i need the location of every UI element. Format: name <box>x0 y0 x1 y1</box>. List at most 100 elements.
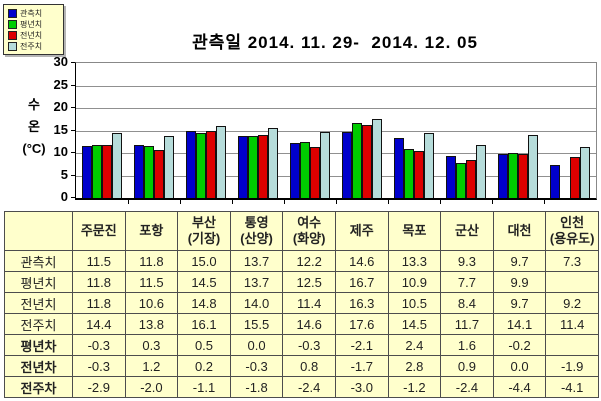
table-cell: -0.3 <box>282 334 336 356</box>
table-cell: 12.5 <box>282 271 336 293</box>
bar <box>466 160 476 198</box>
bar <box>102 144 112 198</box>
bar <box>424 132 434 198</box>
table-cell: -2.4 <box>282 376 336 398</box>
legend-label: 전주치 <box>20 42 43 51</box>
table-cell: 15.0 <box>177 250 231 272</box>
table-header-cell: 제주 <box>334 211 389 251</box>
table-cell: 1.6 <box>440 334 494 356</box>
bars-layer <box>76 63 596 204</box>
table-row: 전년차 -0.3 1.2 0.2 -0.3 0.8 -1.7 2.8 0.9 0.0 -1.9 <box>4 355 599 377</box>
table-cell: -2.4 <box>440 376 494 398</box>
legend-item: 관측치 <box>8 8 60 19</box>
bar-group <box>180 63 233 204</box>
table-cell: 14.5 <box>177 271 231 293</box>
table-cell: 11.4 <box>545 313 599 335</box>
table-cell: -0.3 <box>229 355 284 377</box>
y-tick-label: 25 <box>53 76 68 92</box>
table-header-cell: 부산 (기장) <box>177 211 231 251</box>
table-cell: 0.0 <box>492 355 547 377</box>
table-cell: -1.2 <box>387 376 442 398</box>
legend-label: 전년치 <box>20 31 43 40</box>
bar <box>394 138 404 198</box>
bar <box>518 154 528 198</box>
bar <box>300 141 310 198</box>
bar <box>580 146 590 198</box>
bar <box>144 146 154 198</box>
table-row-label: 관측치 <box>4 250 73 272</box>
table-cell: 14.8 <box>177 292 231 314</box>
bar-group <box>76 63 129 204</box>
table-cell: -4.1 <box>545 376 599 398</box>
legend-swatch-icon <box>8 9 17 18</box>
bar <box>342 132 352 198</box>
table-cell: 2.4 <box>387 334 442 356</box>
table-header-cell <box>4 211 73 251</box>
bar <box>456 163 466 198</box>
table-cell: 11.8 <box>72 292 126 314</box>
y-axis-title-line: 온 <box>28 119 40 134</box>
bar <box>498 154 508 198</box>
table-cell: 14.4 <box>72 313 126 335</box>
table-cell: 14.6 <box>334 250 389 272</box>
table-row: 관측치 11.5 11.8 15.0 13.7 12.2 14.6 13.3 9.3 9.7 7.3 <box>4 250 599 272</box>
table-row: 전주치 14.4 13.8 16.1 15.5 14.6 17.6 14.5 11.7 14.1 1… <box>4 313 599 335</box>
grid-line <box>76 85 596 87</box>
table-cell: 9.7 <box>492 250 547 272</box>
grid-line <box>76 108 596 109</box>
y-tick-label: 5 <box>60 166 68 182</box>
category-tick-mark <box>543 200 545 204</box>
table-cell: 9.2 <box>545 292 599 314</box>
legend-swatch-icon <box>8 42 17 51</box>
table-row: 전년치 11.8 10.6 14.8 14.0 11.4 16.3 10.5 8.4 9.7 9.2 <box>4 292 599 314</box>
table-cell: 0.8 <box>282 355 336 377</box>
table-cell: 16.1 <box>177 313 231 335</box>
bar <box>476 145 486 198</box>
category-tick-mark <box>335 200 337 204</box>
table-row-label: 전주치 <box>4 313 73 335</box>
table-cell: 2.8 <box>387 355 442 377</box>
y-axis-title-line: (°C) <box>22 141 46 156</box>
table-cell: 7.7 <box>440 271 494 293</box>
table-cell: -2.9 <box>72 376 126 398</box>
legend-item: 평년치 <box>8 19 60 30</box>
category-tick-mark <box>439 200 441 204</box>
table-cell: -1.1 <box>177 376 231 398</box>
bar <box>134 144 144 198</box>
bar <box>112 133 122 198</box>
table-cell: -0.2 <box>492 334 547 356</box>
category-tick-mark <box>231 200 233 204</box>
table-cell: 10.6 <box>124 292 179 314</box>
table-row-label: 평년치 <box>4 271 73 293</box>
bar-group <box>440 63 493 204</box>
table-cell: -1.9 <box>545 355 599 377</box>
bar <box>216 125 226 198</box>
category-tick-mark <box>179 200 181 204</box>
bar <box>404 148 414 198</box>
table-header-cell: 군산 <box>440 211 494 251</box>
table-header-cell: 대천 <box>492 211 547 251</box>
legend-label: 관측치 <box>20 9 43 18</box>
table-cell: 8.4 <box>440 292 494 314</box>
bar <box>372 118 382 198</box>
table-cell: 13.7 <box>229 271 284 293</box>
table-cell: 10.5 <box>387 292 442 314</box>
table-cell: 11.8 <box>124 250 179 272</box>
table-header-cell: 주문진 <box>72 211 126 251</box>
grid-line <box>76 130 596 132</box>
legend-swatch-icon <box>8 31 17 40</box>
bar <box>320 132 330 198</box>
table-cell <box>545 334 599 356</box>
bar <box>570 156 580 198</box>
legend-item: 전년치 <box>8 30 60 41</box>
table-cell: 0.0 <box>229 334 284 356</box>
table-header: 주문진 포항 부산 (기장) 통영 (산양) 여수 (화양) 제주 목포 군산 대천 인천 (용유… <box>4 211 599 251</box>
bar <box>164 135 174 198</box>
table-cell: 13.3 <box>387 250 442 272</box>
table-row-label: 전년치 <box>4 292 73 314</box>
category-tick-mark <box>283 200 285 204</box>
bar <box>248 136 258 198</box>
table-header-cell: 인천 (용유도) <box>545 211 599 251</box>
table-cell: 15.5 <box>229 313 284 335</box>
